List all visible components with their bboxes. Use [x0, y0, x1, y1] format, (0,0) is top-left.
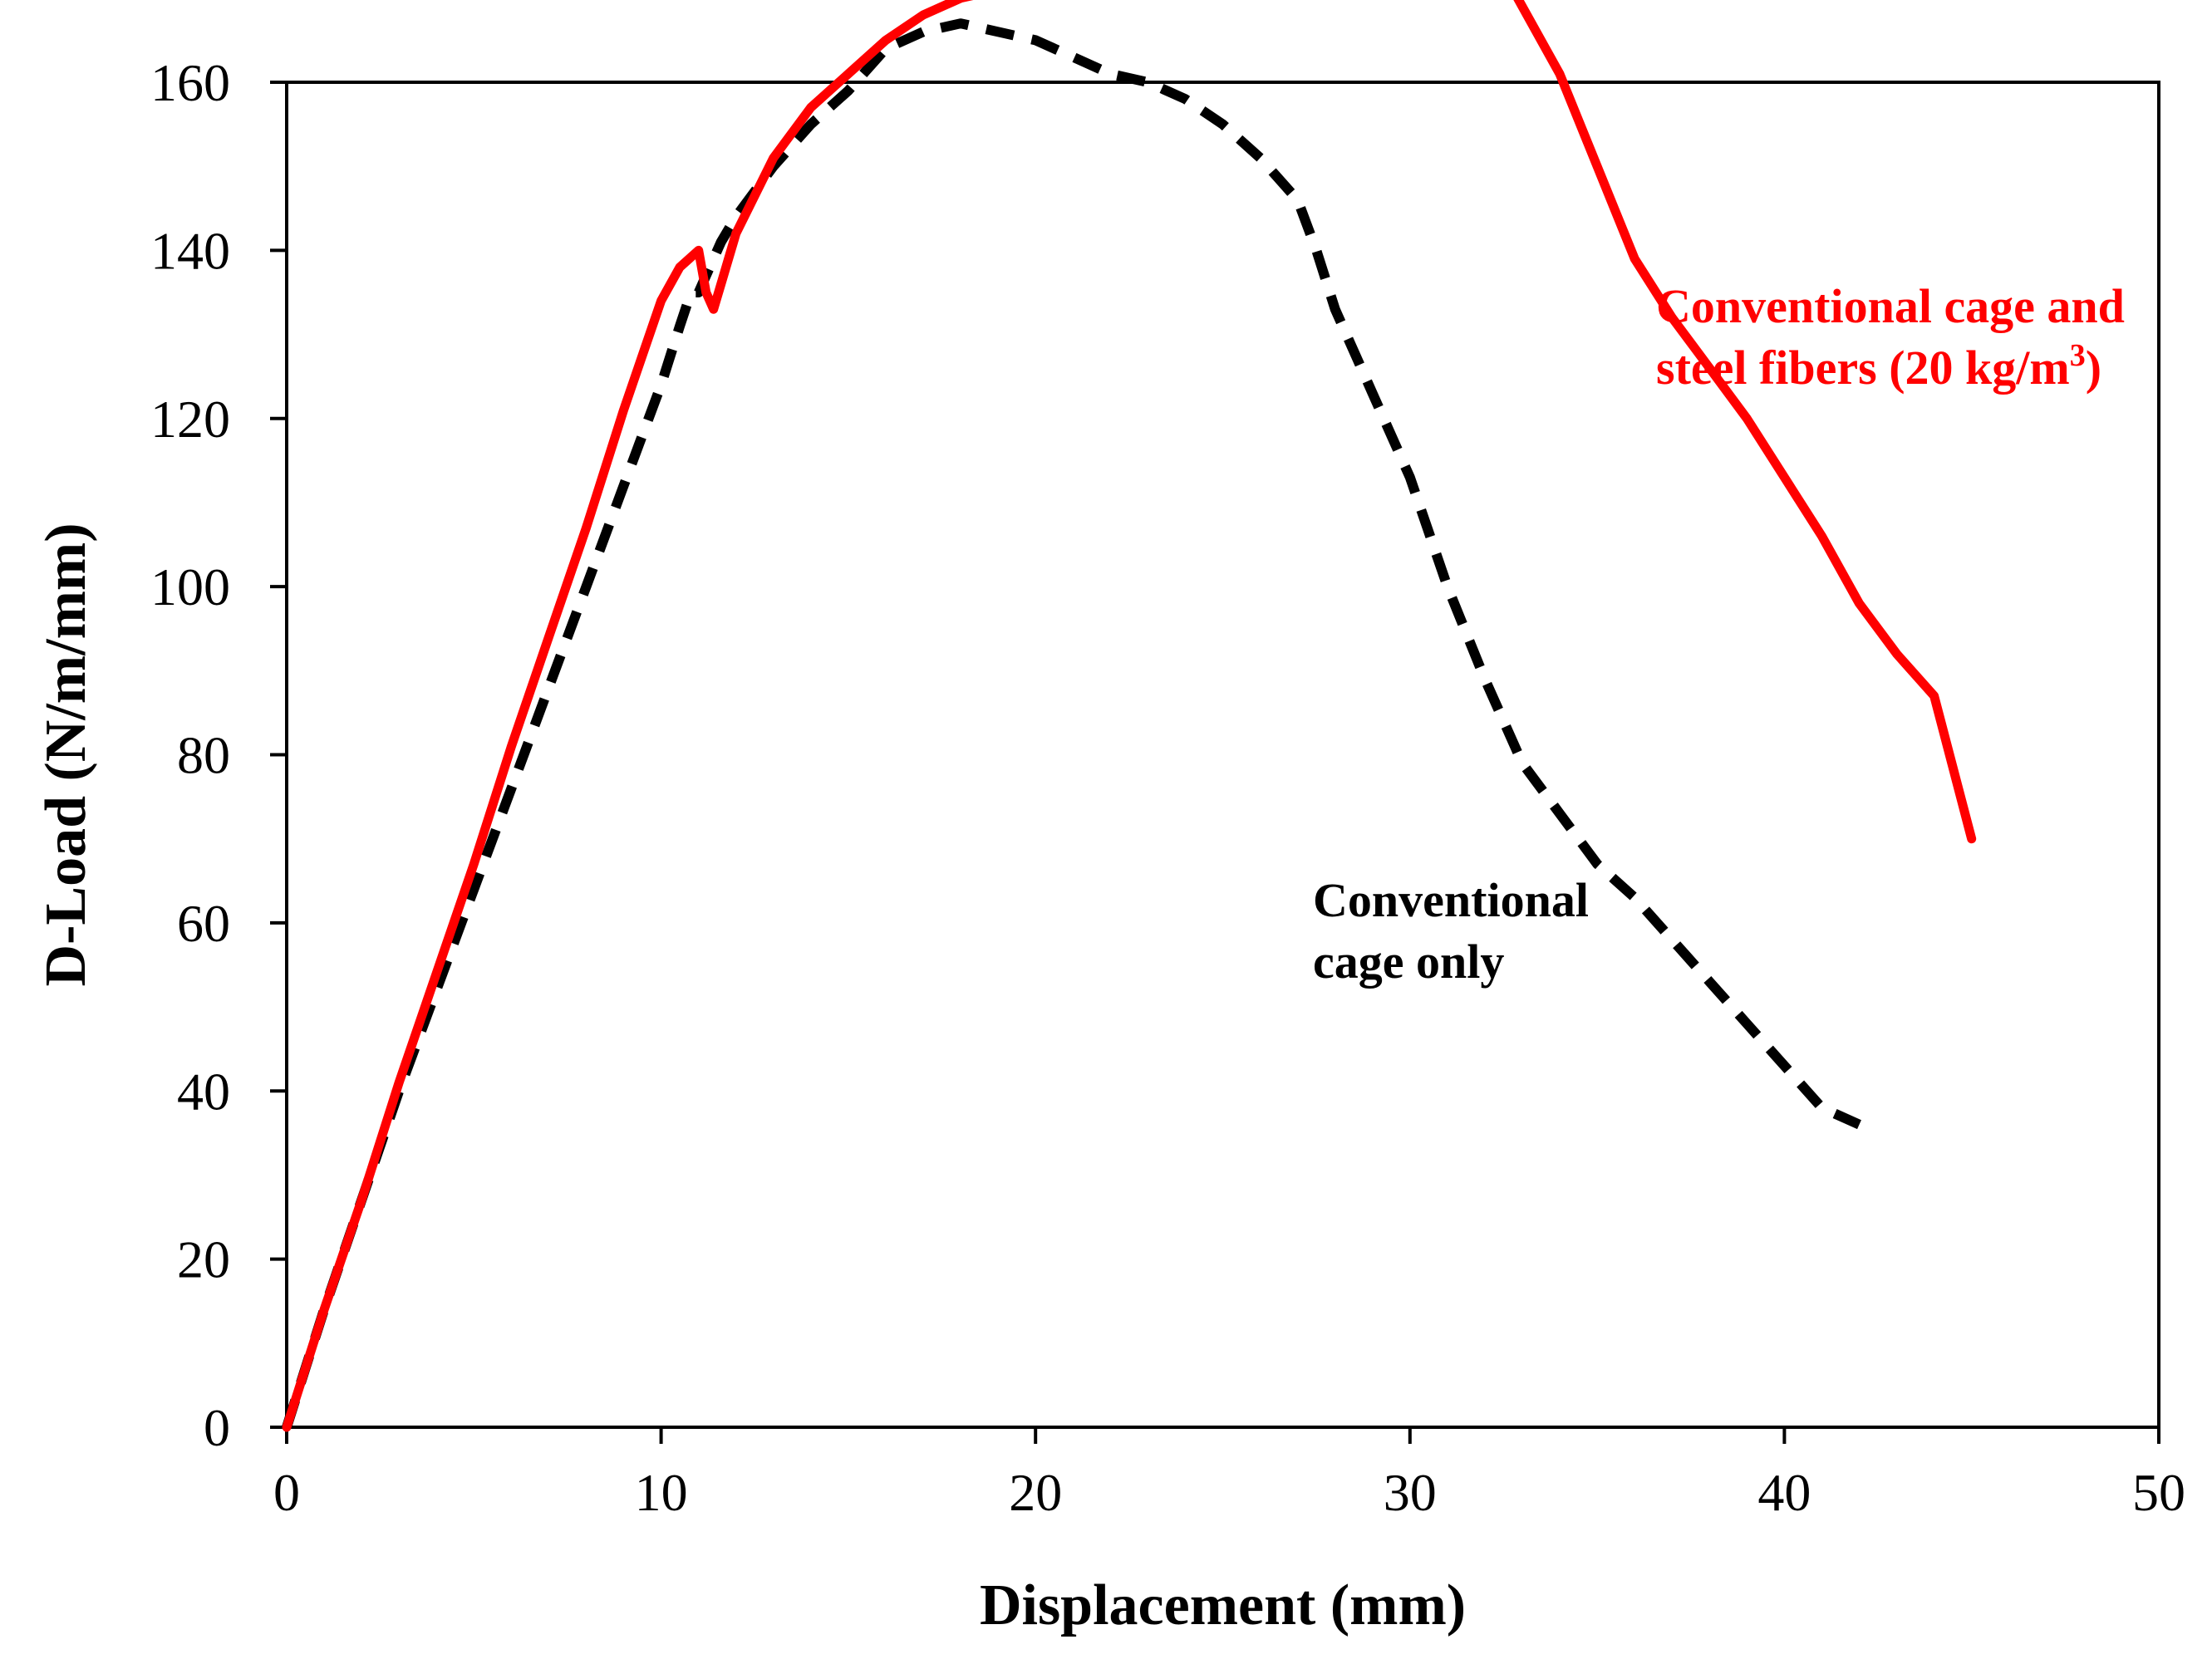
y-tick-label: 0 [204, 1398, 230, 1457]
x-tick-label: 10 [635, 1463, 688, 1522]
y-tick-label: 160 [150, 53, 230, 112]
x-tick-label: 0 [273, 1463, 300, 1522]
y-tick-label: 60 [177, 894, 230, 953]
red-series-annotation-line1: Conventional cage and [1656, 279, 2125, 333]
red-series-annotation-line2: steel fibers (20 kg/m3) [1656, 338, 2101, 395]
x-tick-label: 30 [1384, 1463, 1437, 1522]
y-tick-label: 20 [177, 1230, 230, 1289]
x-axis: 0 10 20 30 40 50 [273, 1427, 2185, 1522]
y-tick-label: 100 [150, 557, 230, 616]
black-series-annotation-line2: cage only [1313, 935, 1504, 989]
x-tick-label: 40 [1757, 1463, 1811, 1522]
y-axis: 0 20 40 60 80 100 120 140 160 [150, 53, 287, 1457]
red-series-annotation-main: steel fibers (20 kg/m [1656, 341, 2070, 395]
series-line-cage-steel-fibers [282, 0, 1977, 1432]
red-series-annotation-superscript: 3 [2070, 338, 2086, 373]
x-axis-title: Displacement (mm) [980, 1573, 1466, 1637]
red-series-annotation-close: ) [2086, 341, 2101, 395]
series-line-conventional-cage [282, 18, 1861, 1429]
black-series-annotation-line1: Conventional [1313, 873, 1589, 927]
series-layer [282, 0, 1977, 1432]
x-tick-label: 20 [1009, 1463, 1062, 1522]
y-axis-title: D-Load (N/m/mm) [34, 523, 98, 987]
y-tick-label: 80 [177, 726, 230, 785]
y-tick-label: 40 [177, 1062, 230, 1121]
x-tick-label: 50 [2132, 1463, 2185, 1522]
y-tick-label: 120 [150, 390, 230, 449]
y-tick-label: 140 [150, 221, 230, 280]
